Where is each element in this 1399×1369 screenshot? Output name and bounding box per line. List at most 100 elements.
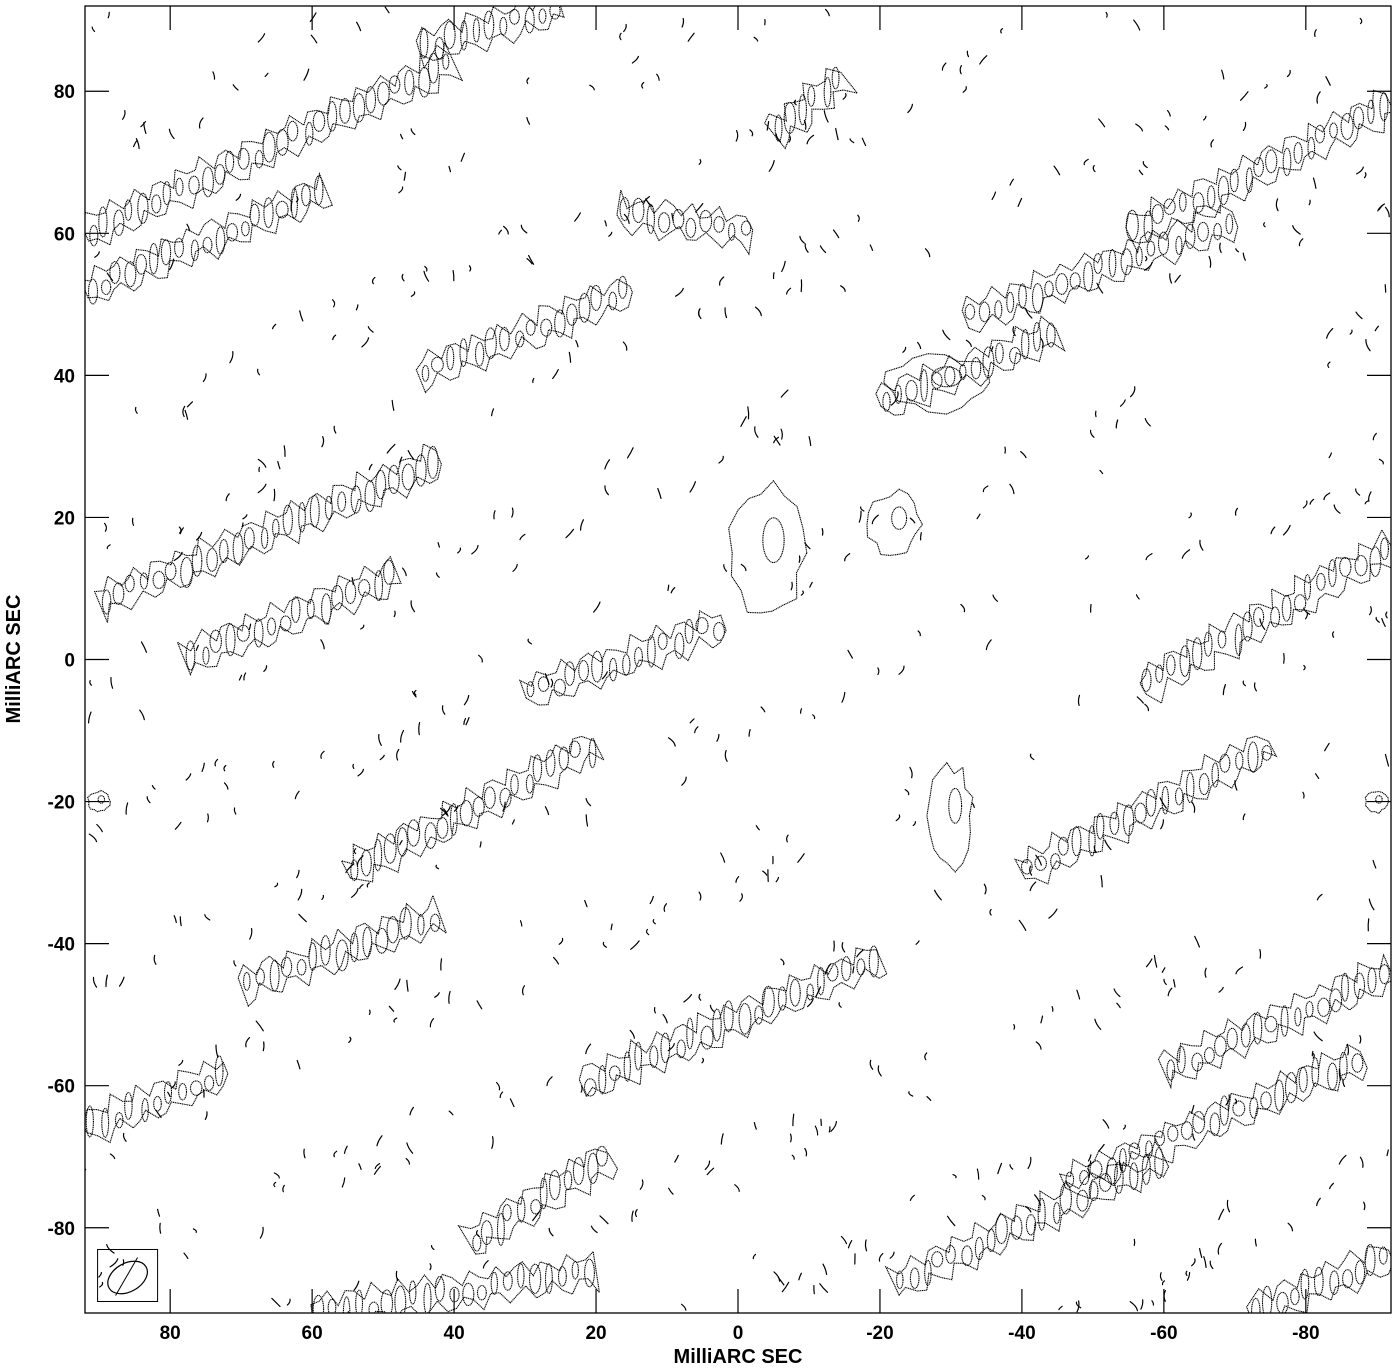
negative-contour [909,766,913,779]
negative-contour [657,487,662,499]
negative-contour [183,1252,189,1259]
contour-oval [608,1065,621,1081]
negative-contour [405,1158,411,1165]
negative-contour [1188,512,1192,519]
contour-oval [1166,654,1176,676]
negative-contour [1372,859,1377,869]
contour-oval [162,180,171,206]
negative-contour [353,848,357,855]
negative-contour [452,270,455,282]
negative-contour [574,212,581,222]
contour-oval [502,1271,513,1291]
contour-oval [255,968,265,986]
negative-contour [520,224,528,234]
negative-contour [429,1018,435,1028]
negative-contour [198,117,204,129]
negative-contour [610,923,613,931]
negative-contour [397,165,402,171]
contour-oval [530,1199,542,1215]
negative-contour [491,1136,494,1149]
y-tick-label: 40 [54,366,75,387]
contour-oval [1300,1268,1310,1300]
negative-contour [476,1000,483,1010]
contour-oval [1313,1266,1324,1297]
negative-contour [1385,611,1388,619]
negative-contour [424,265,428,272]
negative-contour [747,406,750,420]
negative-contour [1368,898,1375,911]
contour-oval [540,318,553,337]
contour-oval [789,978,801,1007]
negative-contour [924,1052,928,1061]
contour-oval [109,261,121,284]
negative-contour [400,729,405,743]
negative-contour [734,1184,740,1192]
negative-contour [1161,967,1166,973]
negative-contour [788,135,791,143]
negative-contour [1263,222,1266,228]
contour-oval [87,278,99,305]
negative-contour [388,1005,395,1012]
negative-contour [749,129,754,137]
contour-oval [423,1282,432,1313]
contour-oval [516,1196,526,1223]
negative-contour [814,1125,819,1136]
contour-oval [924,1259,932,1286]
contour-oval [272,518,280,538]
negative-contour [1000,28,1003,34]
contour-oval [1219,753,1231,773]
contour-oval [1184,223,1196,250]
negative-contour [877,1065,882,1077]
negative-contour [437,542,440,548]
negative-contour [519,533,526,541]
contour-oval [1079,1169,1090,1186]
negative-contour [1151,1300,1155,1306]
negative-contour [99,1281,104,1288]
negative-contour [296,1059,301,1070]
contour-oval [358,579,371,597]
blob-outline [1364,790,1389,815]
negative-contour [1035,854,1042,866]
negative-contour [1029,753,1035,761]
negative-contour [206,813,209,823]
x-tick-label: 40 [444,1323,465,1344]
negative-contour [1144,703,1150,712]
negative-contour [1235,248,1240,253]
contour-oval [153,1095,162,1112]
negative-contour [169,258,175,271]
contour-oval [214,1055,224,1087]
negative-contour [857,214,860,222]
negative-contour [991,191,997,200]
negative-contour [1292,225,1301,235]
contour-oval [417,913,425,936]
negative-contour [841,942,846,953]
negative-contour [374,1163,381,1169]
negative-contour [1309,498,1315,505]
contour-oval [578,659,589,682]
contour-oval [528,1263,542,1294]
negative-contour [909,1194,915,1201]
contour-oval [204,1075,215,1091]
contour-oval [324,495,333,520]
negative-contour [201,762,205,772]
contour-oval [388,464,400,495]
negative-contour [849,138,855,144]
contour-oval [674,632,685,659]
negative-contour [1369,606,1372,616]
negative-contour [959,65,962,75]
blob-core [948,787,963,824]
contour-oval [101,1107,110,1138]
negative-contour [299,310,304,322]
negative-contour [643,196,650,205]
negative-contour [1359,17,1363,25]
contour-oval [525,774,534,794]
contour-oval [214,164,226,185]
contour-oval [419,27,429,59]
negative-contour [800,590,804,596]
contour-oval [695,617,709,635]
contour-oval [282,504,293,536]
contour-oval [286,120,299,142]
contour-oval [305,121,314,146]
negative-contour [122,110,126,120]
negative-contour [159,1222,162,1234]
